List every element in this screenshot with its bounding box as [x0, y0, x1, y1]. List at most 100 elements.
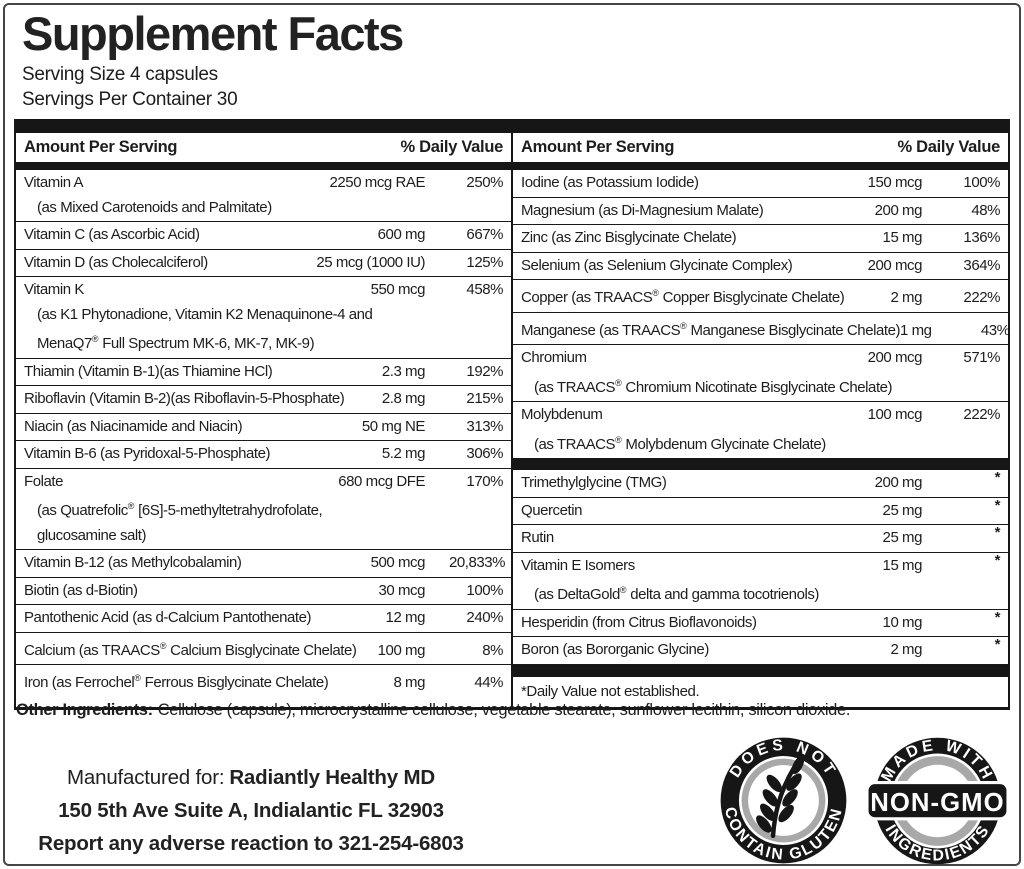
ingredient-name: Vitamin B-12 (as Methylcobalamin)	[24, 554, 242, 571]
ingredient-amount: 10 mg	[882, 613, 923, 631]
ingredient-amount: 8 mg	[393, 674, 425, 691]
ingredient-daily-value: *	[994, 636, 1001, 653]
table-row: Thiamin (Vitamin B-1)(as Thiamine HCl) 2…	[16, 359, 511, 386]
ingredient-name: Riboflavin (Vitamin B-2)(as Riboflavin-5…	[24, 390, 345, 407]
ingredient-name: Copper (as TRAACS® Copper Bisglycinate C…	[521, 288, 845, 306]
manufacturer-address: 150 5th Ave Suite A, Indialantic FL 3290…	[58, 799, 444, 822]
ingredient-amount: 150 mcg	[867, 174, 923, 191]
ingredient-amount: 50 mg NE	[361, 417, 426, 435]
table-row: Magnesium (as Di-Magnesium Malate) 200 m…	[513, 198, 1008, 225]
table-row: Rutin 25 mg *	[513, 524, 1008, 553]
servings-per-container: Servings Per Container 30	[22, 89, 238, 110]
ingredient-amount: 5.2 mg	[381, 445, 426, 462]
ingredient-source: MenaQ7® Full Spectrum MK-6, MK-7, MK-9)	[37, 334, 315, 352]
facts-column-left: Amount Per Serving % Daily Value Vitamin…	[16, 133, 511, 707]
top-bar	[14, 119, 1010, 133]
ingredient-amount: 2250 mcg RAE	[329, 174, 426, 191]
ingredient-name: Biotin (as d-Biotin)	[24, 581, 138, 599]
section-divider-bar	[513, 458, 1008, 470]
ingredient-name: Folate	[24, 472, 63, 490]
ingredient-daily-value: 43%	[980, 321, 1010, 339]
ingredient-amount: 30 mcg	[378, 581, 426, 599]
table-row: Vitamin C (as Ascorbic Acid) 600 mg 667%	[16, 222, 511, 250]
ingredient-daily-value: 170%	[466, 472, 503, 490]
other-ingredients-label: Other Ingredients:	[16, 701, 153, 719]
header-daily-value: % Daily Value	[897, 138, 1001, 156]
table-row: Molybdenum 100 mcg 222% (as TRAACS® Moly…	[513, 402, 1008, 458]
header-daily-value: % Daily Value	[400, 138, 504, 156]
serving-size: Serving Size 4 capsules	[22, 64, 218, 85]
ingredient-amount: 2 mg	[890, 289, 922, 306]
ingredient-daily-value: 571%	[963, 349, 1000, 366]
badge-band-text: NON-GMO	[870, 788, 1004, 816]
header-amount-per-serving: Amount Per Serving	[521, 138, 675, 156]
table-row: Niacin (as Niacinamide and Niacin) 50 mg…	[16, 414, 511, 441]
other-nutrients-rows: Trimethylglycine (TMG) 200 mg * Querceti…	[513, 469, 1008, 665]
ingredient-daily-value: 44%	[474, 674, 503, 691]
ingredient-daily-value: *	[994, 469, 1001, 486]
ingredient-amount: 25 mg	[882, 529, 923, 546]
ingredient-amount: 25 mcg (1000 IU)	[316, 253, 425, 271]
manufacturer-block: Manufactured for: Radiantly Healthy MD 15…	[36, 761, 466, 860]
ingredient-daily-value: *	[994, 608, 1001, 626]
ingredient-name: Pantothenic Acid (as d-Calcium Pantothen…	[24, 609, 312, 626]
table-row: Hesperidin (from Citrus Bioflavonoids) 1…	[513, 609, 1008, 637]
ingredient-amount: 200 mcg	[867, 256, 923, 274]
ingredient-source: (as TRAACS® Molybdenum Glycinate Chelate…	[534, 434, 826, 453]
table-row: Vitamin D (as Cholecalciferol) 25 mcg (1…	[16, 250, 511, 277]
ingredient-name: Magnesium (as Di-Magnesium Malate)	[521, 201, 764, 219]
ingredient-source: (as TRAACS® Chromium Nicotinate Bisglyci…	[534, 377, 893, 396]
ingredient-amount: 200 mg	[874, 201, 923, 219]
ingredient-daily-value: 48%	[971, 201, 1000, 219]
ingredient-daily-value: 192%	[466, 362, 503, 380]
ingredient-daily-value: *	[994, 551, 1001, 569]
ingredient-name: Rutin	[521, 529, 554, 546]
ingredient-daily-value: *	[994, 524, 1001, 541]
ingredient-daily-value: 100%	[963, 174, 1000, 191]
other-ingredients-text: Cellulose (capsule), microcrystalline ce…	[157, 701, 851, 719]
section-divider-bar	[513, 664, 1008, 677]
ingredient-amount: 100 mcg	[867, 406, 923, 423]
table-row: Iodine (as Potassium Iodide) 150 mcg 100…	[513, 170, 1008, 198]
ingredient-daily-value: 667%	[466, 226, 503, 243]
ingredient-source: (as Quatrefolic® [6S]-5-methyltetrahydro…	[37, 501, 323, 519]
table-row: Folate 680 mcg DFE 170% (as Quatrefolic®…	[16, 469, 511, 550]
table-row: Iron (as Ferrochel® Ferrous Bisglycinate…	[16, 665, 511, 697]
ingredient-name: Vitamin A	[24, 174, 84, 191]
ingredient-amount: 25 mg	[882, 501, 923, 519]
table-row: Quercetin 25 mg *	[513, 497, 1008, 525]
ingredient-amount: 2.3 mg	[381, 362, 426, 380]
ingredient-daily-value: *	[994, 496, 1001, 514]
table-row: Riboflavin (Vitamin B-2)(as Riboflavin-5…	[16, 386, 511, 414]
ingredient-daily-value: 8%	[482, 641, 503, 659]
header-amount-per-serving: Amount Per Serving	[24, 138, 178, 156]
left-rows: Vitamin A 2250 mcg RAE 250% (as Mixed Ca…	[16, 170, 511, 697]
ingredient-daily-value: 313%	[466, 417, 503, 435]
facts-table: Amount Per Serving % Daily Value Vitamin…	[14, 119, 1010, 710]
ingredient-amount: 200 mg	[874, 474, 923, 491]
table-row: Trimethylglycine (TMG) 200 mg *	[513, 469, 1008, 498]
ingredient-amount: 15 mg	[882, 229, 923, 246]
ingredient-daily-value: 306%	[466, 445, 503, 462]
ingredient-name: Vitamin C (as Ascorbic Acid)	[24, 226, 200, 243]
table-row: Boron (as Bororganic Glycine) 2 mg *	[513, 636, 1008, 665]
table-row: Copper (as TRAACS® Copper Bisglycinate C…	[513, 280, 1008, 313]
ingredient-name: Calcium (as TRAACS® Calcium Bisglycinate…	[24, 640, 357, 659]
table-row: Selenium (as Selenium Glycinate Complex)…	[513, 253, 1008, 280]
ingredient-name: Manganese (as TRAACS® Manganese Bisglyci…	[521, 320, 901, 339]
ingredient-name: Vitamin B-6 (as Pyridoxal-5-Phosphate)	[24, 445, 271, 462]
manufacturer-name: Radiantly Healthy MD	[229, 766, 435, 789]
adverse-reaction-line: Report any adverse reaction to 321-254-6…	[38, 832, 464, 855]
table-row: Manganese (as TRAACS® Manganese Bisglyci…	[513, 313, 1010, 345]
ingredient-amount: 1 mg	[900, 321, 932, 339]
table-row: Pantothenic Acid (as d-Calcium Pantothen…	[16, 605, 511, 633]
ingredient-daily-value: 20,833%	[449, 554, 506, 571]
column-header: Amount Per Serving % Daily Value	[513, 133, 1008, 170]
ingredient-amount: 680 mcg DFE	[338, 472, 425, 490]
ingredient-source: glucosamine salt)	[37, 526, 147, 544]
ingredient-daily-value: 364%	[963, 256, 1000, 274]
ingredient-name: Chromium	[521, 349, 587, 366]
table-row: Chromium 200 mcg 571% (as TRAACS® Chromi…	[513, 345, 1008, 402]
certification-badges: DOES NOT CONTAIN GLUTEN MADE WITH INGRED…	[718, 734, 1010, 867]
